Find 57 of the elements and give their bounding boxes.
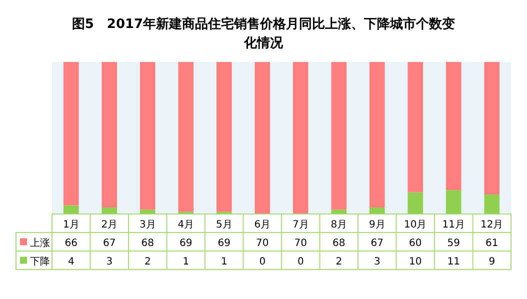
data-label: 70 [294, 238, 307, 249]
bar [484, 62, 500, 194]
legend-label: 上涨 [30, 236, 50, 249]
x-tick-label: 1月 [62, 219, 80, 230]
x-tick-label: 11月 [442, 219, 465, 230]
data-label: 0 [259, 256, 266, 268]
chart-title: 图5 2017年新建商品住宅销售价格月同比上涨、下降城市个数变化情况 [72, 16, 456, 51]
data-label: 3 [374, 256, 380, 268]
x-tick-label: 8月 [330, 219, 348, 230]
data-label: 68 [141, 238, 154, 249]
data-label: 4 [68, 256, 74, 268]
bar [140, 62, 156, 210]
data-label: 68 [332, 238, 346, 249]
bar [369, 207, 385, 214]
x-tick-label: 7月 [292, 219, 309, 230]
bar [408, 192, 424, 214]
x-tick-label: 2月 [101, 219, 118, 230]
data-label: 10 [409, 256, 422, 268]
bar [216, 62, 232, 212]
bar [292, 62, 308, 214]
data-label: 2 [336, 256, 342, 268]
bar [178, 62, 194, 212]
bar [102, 207, 118, 214]
data-label: 70 [256, 238, 269, 249]
bar [63, 62, 79, 206]
x-tick-label: 9月 [368, 219, 386, 230]
bar [484, 194, 500, 214]
bar [446, 190, 462, 214]
data-label: 69 [218, 238, 230, 249]
data-label: 60 [409, 238, 422, 249]
data-label: 67 [370, 238, 384, 249]
data-label: 1 [220, 256, 228, 268]
data-label: 69 [180, 238, 192, 249]
bar [446, 62, 462, 190]
data-label: 67 [103, 238, 116, 249]
data-label: 66 [64, 238, 78, 249]
x-tick-label: 3月 [139, 219, 156, 230]
data-label: 3 [106, 256, 113, 268]
bar [331, 62, 347, 210]
bar [102, 62, 118, 208]
legend-label: 下降 [30, 255, 50, 268]
x-tick-label: 12月 [480, 219, 504, 230]
data-label: 2 [144, 256, 151, 268]
bar [408, 62, 424, 192]
x-tick-label: 10月 [404, 219, 427, 230]
data-label: 59 [447, 238, 460, 249]
x-tick-label: 5月 [216, 219, 232, 230]
bar [254, 62, 270, 214]
data-label: 61 [486, 238, 498, 249]
bar [63, 205, 79, 214]
bar [369, 62, 385, 208]
data-label: 1 [182, 256, 190, 268]
data-label: 11 [447, 256, 460, 268]
data-label: 9 [488, 256, 496, 268]
data-label: 0 [297, 256, 304, 268]
x-tick-label: 4月 [178, 219, 194, 230]
x-tick-label: 6月 [254, 219, 271, 230]
